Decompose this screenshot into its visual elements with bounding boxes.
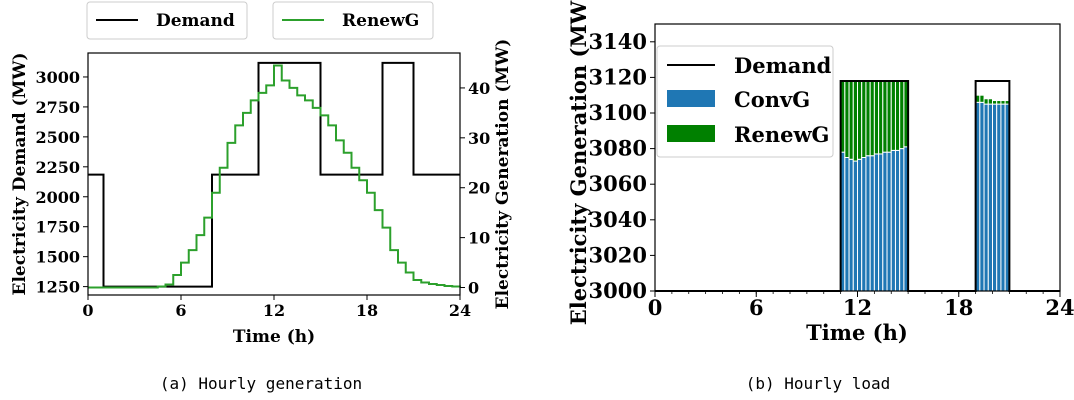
a-y-tick-label: 1250 xyxy=(35,278,80,297)
bar-convg xyxy=(857,158,863,292)
a-y-tick-label: 2500 xyxy=(35,128,80,147)
legend-renewg-box xyxy=(272,1,434,40)
panel-a-legend: Demand RenewG xyxy=(86,1,434,40)
a-y-tick-label: 2750 xyxy=(35,98,80,117)
b-y-tick-label: 3060 xyxy=(589,171,647,196)
legend-renewg-label: RenewG xyxy=(734,122,829,147)
bar-convg xyxy=(844,157,850,292)
a-x-tick-label: 6 xyxy=(175,301,186,320)
legend-demand-label: Demand xyxy=(156,11,235,31)
legend-convg-swatch xyxy=(667,90,715,107)
bar-convg xyxy=(890,149,896,292)
bar-renewg xyxy=(979,94,985,103)
b-y-tick-label: 3120 xyxy=(589,64,647,89)
panel-b-frame xyxy=(654,23,1061,292)
bar-renewg xyxy=(873,80,880,155)
bar-renewg xyxy=(899,80,905,150)
series-renewg-line xyxy=(88,64,461,289)
bar-convg xyxy=(886,151,892,292)
b-x-tick-label: 18 xyxy=(944,295,973,320)
panel-a-hourly-generation: Demand RenewG 0 6 12 18 24 1250 1500 1750 2000 22… xyxy=(10,1,513,393)
a-y2-tick-label: 30 xyxy=(468,129,490,148)
bar-renewg xyxy=(852,80,858,162)
legend-demand-label: Demand xyxy=(734,53,832,78)
bar-convg xyxy=(983,103,989,292)
bar-renewg xyxy=(861,80,867,158)
a-y2-tick-label: 40 xyxy=(468,79,490,98)
b-x-tick-label: 12 xyxy=(843,295,872,320)
panel-b-legend: Demand ConvG RenewG xyxy=(656,45,834,158)
bar-convg xyxy=(1000,103,1006,292)
a-y-tick-label: 2000 xyxy=(35,188,80,207)
bar-renewg xyxy=(1000,100,1006,105)
panel-a-y2-axis-label: Electricity Generation (MW) xyxy=(493,39,513,310)
b-y-tick-label: 3040 xyxy=(589,207,647,232)
bar-renewg xyxy=(890,80,896,151)
legend-renewg-swatch xyxy=(667,125,715,142)
bar-renewg xyxy=(865,80,871,157)
bar-convg xyxy=(873,153,880,292)
bar-renewg xyxy=(869,80,875,157)
bar-convg xyxy=(987,103,993,292)
b-x-tick-label: 0 xyxy=(648,295,663,320)
bar-convg xyxy=(865,155,871,292)
b-y-tick-label: 3000 xyxy=(589,278,647,303)
bar-renewg xyxy=(992,100,998,105)
bar-renewg xyxy=(882,80,888,153)
bar-convg xyxy=(992,103,998,292)
a-y2-tick-label: 0 xyxy=(468,279,479,298)
panel-b-hourly-load: 0 6 12 18 24 3000 3020 3040 3060 3080 3100 3120 3140… xyxy=(566,0,1074,393)
b-y-tick-label: 3020 xyxy=(589,242,647,267)
bar-convg xyxy=(996,103,1002,292)
a-y-tick-label: 1750 xyxy=(35,218,80,237)
bar-convg xyxy=(861,157,867,292)
a-x-tick-label: 0 xyxy=(82,301,93,320)
b-y-tick-label: 3140 xyxy=(589,29,647,54)
a-y-tick-label: 2250 xyxy=(35,158,80,177)
a-y-tick-label: 3000 xyxy=(35,68,80,87)
bar-renewg xyxy=(987,98,993,105)
bar-renewg xyxy=(878,80,884,155)
bar-renewg xyxy=(996,100,1002,105)
bar-renewg xyxy=(844,80,850,158)
bar-convg xyxy=(869,155,875,292)
panel-a-caption: (a) Hourly generation xyxy=(160,374,362,393)
panel-b-caption: (b) Hourly load xyxy=(746,374,891,393)
panel-b-y-axis-label: Electricity Generation (MW) xyxy=(566,0,591,325)
panel-a-x-axis-label: Time (h) xyxy=(233,327,315,347)
legend-renewg-label: RenewG xyxy=(342,11,419,31)
legend-convg-label: ConvG xyxy=(734,87,810,112)
b-x-tick-label: 6 xyxy=(749,295,764,320)
bar-convg xyxy=(894,149,901,292)
b-y-tick-label: 3080 xyxy=(589,136,647,161)
a-x-tick-label: 12 xyxy=(263,301,285,320)
bar-convg xyxy=(848,158,854,292)
bar-convg xyxy=(878,153,884,292)
a-y2-tick-label: 20 xyxy=(468,179,490,198)
a-x-tick-label: 24 xyxy=(449,301,471,320)
bar-convg xyxy=(899,148,905,292)
panel-a-y-axis-label: Electricity Demand (MW) xyxy=(10,52,30,295)
bar-convg xyxy=(882,151,888,292)
b-y-tick-label: 3100 xyxy=(589,100,647,125)
panel-a-frame xyxy=(87,52,461,296)
bar-convg xyxy=(852,160,858,292)
bar-renewg xyxy=(886,80,892,153)
bar-renewg xyxy=(857,80,863,160)
a-y-tick-label: 1500 xyxy=(35,248,80,267)
bar-renewg xyxy=(848,80,854,160)
panel-b-x-axis-label: Time (h) xyxy=(806,320,908,345)
bar-renewg xyxy=(983,98,989,105)
a-y2-tick-label: 10 xyxy=(468,229,490,248)
legend-demand-box xyxy=(86,1,248,40)
bar-renewg xyxy=(894,80,901,151)
a-x-tick-label: 18 xyxy=(356,301,378,320)
bar-convg xyxy=(979,101,985,292)
b-x-tick-label: 24 xyxy=(1045,295,1074,320)
series-demand-line xyxy=(88,61,460,288)
